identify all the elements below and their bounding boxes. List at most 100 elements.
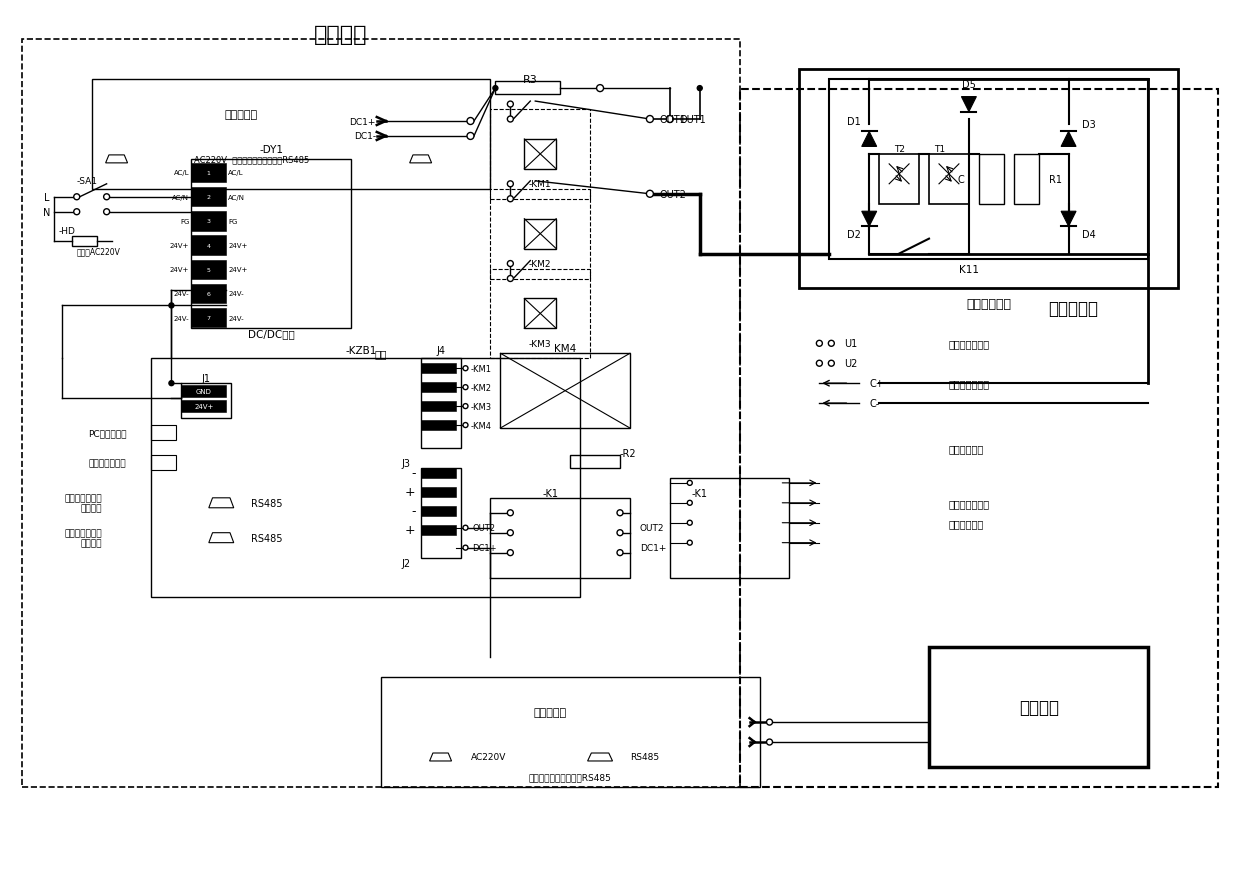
Circle shape (169, 381, 174, 386)
Text: +: + (405, 486, 415, 499)
Text: KM4: KM4 (554, 344, 577, 354)
Text: 测试工装: 测试工装 (314, 25, 367, 46)
Bar (22, 40, 739, 787)
Bar (191, 160, 351, 329)
Text: 连接子模块通讯: 连接子模块通讯 (949, 498, 990, 508)
Text: 连接子模块通讯: 连接子模块通讯 (949, 339, 990, 349)
Text: DC1+: DC1+ (350, 118, 376, 126)
Circle shape (646, 191, 653, 198)
Bar (381, 678, 760, 787)
Text: K11: K11 (959, 264, 978, 274)
Text: 连接子程控电流
源控制端: 连接子程控电流 源控制端 (64, 529, 102, 548)
Text: -K1: -K1 (542, 488, 558, 498)
Text: D4: D4 (1081, 229, 1095, 240)
Text: FG: FG (228, 219, 238, 225)
Circle shape (463, 404, 467, 409)
Bar (490, 110, 590, 199)
Circle shape (507, 197, 513, 203)
Bar (420, 507, 455, 516)
Bar (525, 299, 557, 329)
Polygon shape (1061, 133, 1076, 148)
Bar (181, 384, 231, 419)
Text: RS485: RS485 (252, 498, 283, 508)
Bar (72, 236, 97, 247)
Text: AC/L: AC/L (228, 170, 244, 176)
Text: OUT1: OUT1 (660, 115, 687, 125)
Bar (151, 426, 176, 441)
Text: -KZB1: -KZB1 (345, 346, 377, 356)
Circle shape (828, 361, 835, 367)
Text: 24V+: 24V+ (195, 403, 213, 409)
Text: AC/N: AC/N (228, 194, 246, 200)
Polygon shape (862, 133, 877, 148)
Text: AC/L: AC/L (174, 170, 190, 176)
Text: 连接控制板电流控制端RS485: 连接控制板电流控制端RS485 (528, 773, 611, 781)
Bar (92, 80, 490, 190)
Text: -: - (412, 467, 415, 480)
Bar (501, 354, 630, 428)
Circle shape (73, 195, 79, 200)
Circle shape (169, 304, 174, 308)
Circle shape (687, 481, 692, 486)
Text: 连接子模块通讯: 连接子模块通讯 (89, 459, 126, 468)
Text: -KM2: -KM2 (529, 260, 552, 269)
Text: AC220V: AC220V (470, 752, 506, 761)
Bar (191, 260, 226, 279)
Bar (525, 220, 557, 249)
Circle shape (494, 87, 498, 91)
Circle shape (766, 739, 773, 745)
Text: C: C (957, 175, 963, 184)
Text: 旁路开关输出: 旁路开关输出 (949, 518, 985, 529)
Bar (181, 385, 226, 397)
Text: -KM1: -KM1 (529, 180, 552, 189)
Bar (830, 80, 1148, 259)
Bar (420, 383, 455, 392)
Circle shape (596, 85, 604, 92)
Text: 24V-: 24V- (228, 291, 244, 297)
Bar (490, 270, 590, 359)
Bar (191, 188, 226, 207)
Circle shape (507, 182, 513, 188)
Bar (525, 140, 557, 169)
Bar (420, 421, 455, 430)
Text: PC机或触摸屏: PC机或触摸屏 (88, 429, 126, 438)
Text: AC220V  连接控制板电压控制端RS485: AC220V 连接控制板电压控制端RS485 (193, 155, 309, 164)
Text: DC/DC电源: DC/DC电源 (248, 329, 294, 339)
Circle shape (463, 423, 467, 428)
Bar (420, 359, 460, 449)
Circle shape (463, 385, 467, 390)
Text: 24V-: 24V- (174, 315, 190, 321)
Text: 被测子模块: 被测子模块 (1049, 300, 1099, 318)
Text: L: L (45, 192, 50, 203)
Text: FG: FG (180, 219, 190, 225)
Text: C-: C- (869, 399, 879, 408)
Text: 电流源AC220V: 电流源AC220V (77, 247, 120, 255)
Text: 24V-: 24V- (174, 291, 190, 297)
Text: 取能电源: 取能电源 (1019, 698, 1059, 716)
Text: 开出: 开出 (374, 349, 387, 359)
Circle shape (618, 530, 622, 536)
Bar (1014, 155, 1039, 205)
Text: T1: T1 (934, 145, 945, 155)
Polygon shape (862, 212, 877, 227)
Text: RS485: RS485 (252, 533, 283, 543)
Bar (191, 284, 226, 304)
Text: -KM1: -KM1 (470, 364, 491, 373)
Bar (570, 456, 620, 468)
Text: 程控电流源: 程控电流源 (533, 708, 567, 717)
Text: D1: D1 (847, 117, 861, 126)
Text: AC/N: AC/N (172, 194, 190, 200)
Text: OUT1: OUT1 (680, 115, 707, 125)
Circle shape (687, 541, 692, 545)
Text: GND: GND (196, 388, 212, 394)
Text: -KM2: -KM2 (470, 383, 491, 392)
Text: 连接子模块通讯: 连接子模块通讯 (949, 378, 990, 389)
Circle shape (687, 521, 692, 526)
Text: -: - (412, 505, 415, 518)
Text: 子模块主回路: 子模块主回路 (966, 298, 1012, 311)
Text: OUT2: OUT2 (660, 190, 687, 199)
Text: 24V-: 24V- (228, 315, 244, 321)
Text: -R2: -R2 (620, 449, 636, 458)
Text: J3: J3 (402, 458, 410, 468)
Circle shape (463, 526, 467, 530)
